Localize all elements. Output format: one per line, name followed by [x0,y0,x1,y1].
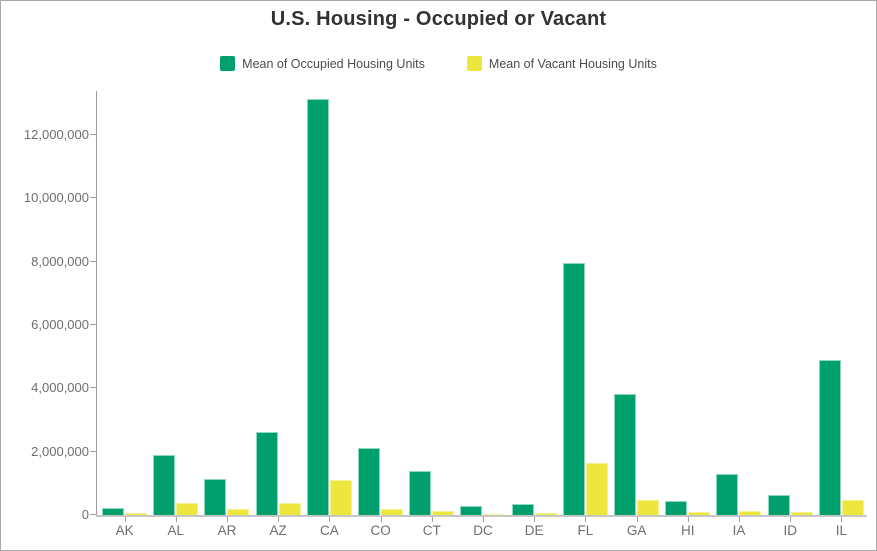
plot-area: 0 2,000,000 4,000,000 6,000,000 8,000,000 10,… [24,91,867,538]
x-axis-label-IA: IA [732,523,746,538]
bar-vacant-FL[interactable] [585,463,608,515]
x-axis-tick [585,517,587,522]
bar-occupied-IA[interactable] [716,474,739,515]
bar-occupied-AL[interactable] [153,455,176,515]
y-axis-tick [90,451,97,452]
x-axis-label-GA: GA [626,523,647,538]
x-axis-tick [687,517,689,522]
bar-vacant-AZ[interactable] [278,503,301,515]
y-axis-label: 10,000,000 [23,190,89,205]
x-axis-tick [175,517,177,522]
y-axis-tick [90,134,97,135]
x-axis-tick [278,517,280,522]
bar-vacant-DC[interactable] [483,514,506,515]
bar-vacant-DE[interactable] [534,513,557,515]
x-axis-label-AL: AL [167,523,185,538]
x-axis-tick [431,517,433,522]
bar-vacant-AR[interactable] [227,509,250,515]
bar-occupied-DE[interactable] [511,504,534,515]
y-axis-label: 6,000,000 [31,317,89,332]
x-axis-tick [534,517,536,522]
legend-label-occupied: Mean of Occupied Housing Units [242,56,425,71]
bar-vacant-CT[interactable] [432,511,455,515]
x-axis-label-ID: ID [783,523,797,538]
legend-item-vacant[interactable]: Mean of Vacant Housing Units [466,56,657,71]
bar-occupied-CT[interactable] [409,471,432,515]
x-axis-tick [124,517,126,522]
x-axis-label-AR: AR [217,523,237,538]
bar-vacant-AK[interactable] [125,513,147,515]
y-axis-label: 8,000,000 [31,254,89,269]
bar-occupied-CO[interactable] [358,448,380,515]
bar-occupied-AZ[interactable] [255,432,278,515]
legend-item-occupied[interactable]: Mean of Occupied Housing Units [220,56,425,71]
x-axis-tick [841,517,843,522]
x-axis-tick [790,517,792,522]
bar-vacant-GA[interactable] [637,500,659,515]
x-axis-label-CT: CT [422,523,441,538]
bar-occupied-ID[interactable] [767,495,790,515]
chart-title: U.S. Housing - Occupied or Vacant [270,8,607,30]
bar-occupied-AR[interactable] [204,479,227,515]
vacant-color-swatch-icon [466,56,482,71]
bar-vacant-IA[interactable] [739,511,762,515]
x-axis-tick [380,517,382,522]
x-axis-label-AK: AK [115,523,134,538]
y-axis-tick [90,197,97,198]
y-axis-tick [90,514,97,515]
x-axis-tick [738,517,740,522]
x-axis-label-FL: FL [577,523,594,538]
x-axis-tick [636,517,638,522]
x-axis-label-AZ: AZ [269,523,287,538]
x-axis-tick [226,517,228,522]
bar-occupied-FL[interactable] [562,263,585,515]
x-axis-label-CO: CO [370,523,391,538]
bar-occupied-GA[interactable] [614,394,636,515]
y-axis-label: 4,000,000 [31,380,89,395]
legend: Mean of Occupied Housing Units Mean of V… [1,56,876,71]
bar-occupied-AK[interactable] [102,508,124,515]
bar-vacant-AL[interactable] [176,503,199,515]
bar-vacant-HI[interactable] [688,512,711,515]
x-axis-label-HI: HI [681,523,695,538]
x-axis-tick [329,517,331,522]
legend-label-vacant: Mean of Vacant Housing Units [488,56,657,71]
occupied-color-swatch-icon [220,56,236,71]
y-axis-label: 0 [81,507,89,522]
x-axis-line [96,515,867,517]
bar-occupied-IL[interactable] [818,360,841,515]
y-axis-label: 12,000,000 [23,127,89,142]
bar-occupied-CA[interactable] [306,99,329,515]
bar-vacant-CO[interactable] [381,509,403,515]
y-axis-label: 2,000,000 [31,444,89,459]
x-axis-label-IL: IL [835,523,848,538]
bar-occupied-DC[interactable] [460,506,483,515]
x-axis-label-CA: CA [320,523,339,538]
y-axis-tick [90,387,97,388]
bar-occupied-HI[interactable] [665,501,688,515]
bar-vacant-ID[interactable] [790,512,813,515]
y-axis-tick [90,261,97,262]
x-axis-tick [482,517,484,522]
x-axis-label-DC: DC [473,523,493,538]
y-axis-tick [90,324,97,325]
bar-vacant-CA[interactable] [329,480,352,515]
x-axis-label-DE: DE [524,523,544,538]
bar-vacant-IL[interactable] [841,500,864,515]
